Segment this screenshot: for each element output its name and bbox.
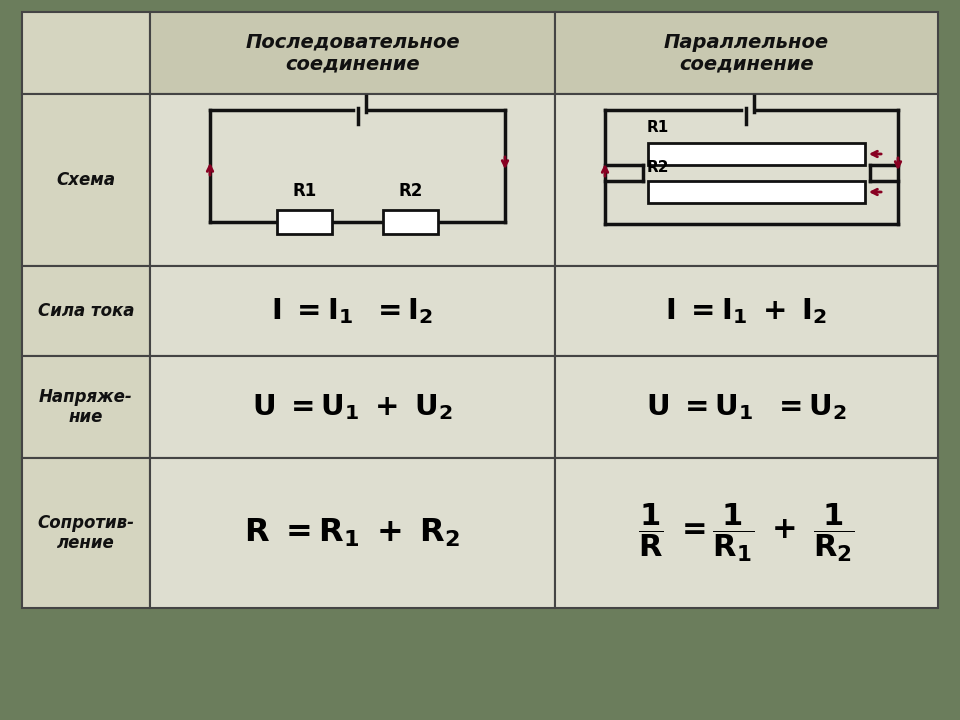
Text: Сопротив-
ление: Сопротив- ление (37, 513, 134, 552)
Text: R2: R2 (647, 160, 669, 175)
Bar (22, 12, 150, 94)
Bar (150, 94, 555, 266)
Bar (22, 266, 150, 356)
Bar (648, 181, 865, 203)
Bar (22, 94, 150, 266)
Bar (276, 210, 332, 234)
Text: $\mathbf{I\ =I_1\ +\ I_2}$: $\mathbf{I\ =I_1\ +\ I_2}$ (665, 296, 828, 326)
Bar (555, 94, 938, 266)
Bar (150, 458, 555, 608)
Bar (555, 356, 938, 458)
Text: $\mathbf{I\ =I_1\ \ =I_2}$: $\mathbf{I\ =I_1\ \ =I_2}$ (272, 296, 434, 326)
Bar (150, 12, 555, 94)
Text: $\mathbf{R\ =R_1\ +\ R_2}$: $\mathbf{R\ =R_1\ +\ R_2}$ (244, 517, 461, 549)
Bar (383, 210, 438, 234)
Text: $\mathbf{U\ =U_1\ \ =U_2}$: $\mathbf{U\ =U_1\ \ =U_2}$ (646, 392, 847, 422)
Text: $\mathbf{\dfrac{1}{R}\ =\dfrac{1}{R_1}\ +\ \dfrac{1}{R_2}}$: $\mathbf{\dfrac{1}{R}\ =\dfrac{1}{R_1}\ … (638, 502, 854, 564)
Text: Параллельное
соединение: Параллельное соединение (664, 32, 829, 73)
Bar (150, 266, 555, 356)
Bar (22, 356, 150, 458)
Bar (555, 266, 938, 356)
Text: R2: R2 (398, 182, 422, 200)
Text: Сила тока: Сила тока (37, 302, 134, 320)
Text: $\mathbf{U\ =U_1\ +\ U_2}$: $\mathbf{U\ =U_1\ +\ U_2}$ (252, 392, 453, 422)
Bar (555, 458, 938, 608)
Text: Напряже-
ние: Напряже- ние (39, 387, 132, 426)
Bar (555, 12, 938, 94)
Text: Последовательное
соединение: Последовательное соединение (245, 32, 460, 73)
Bar (648, 143, 865, 165)
Text: Схема: Схема (57, 171, 115, 189)
Text: R1: R1 (647, 120, 669, 135)
Text: R1: R1 (292, 182, 317, 200)
Bar (22, 458, 150, 608)
Bar (150, 356, 555, 458)
